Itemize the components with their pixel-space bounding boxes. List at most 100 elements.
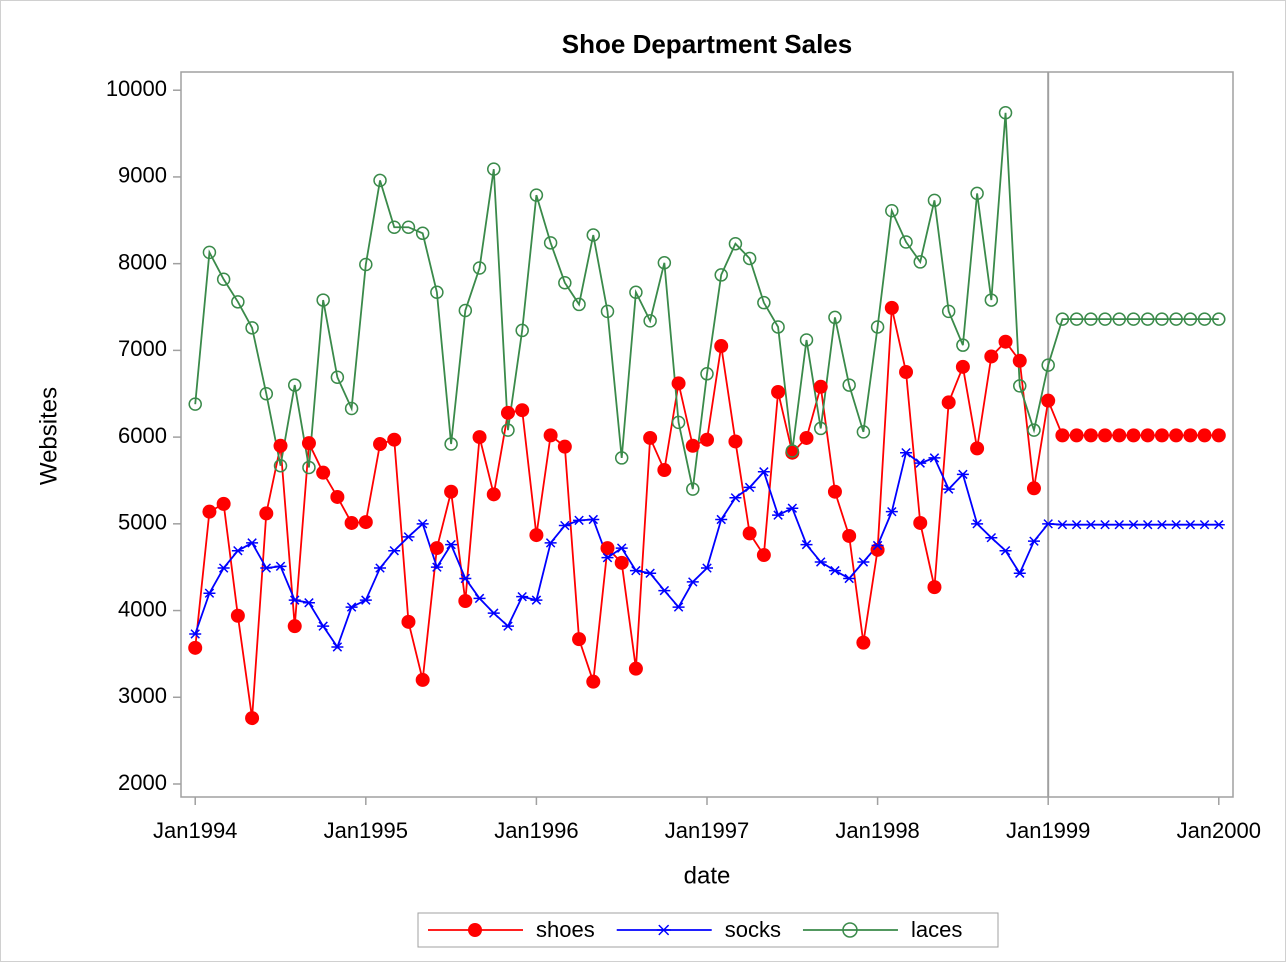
marker — [985, 532, 998, 543]
marker — [1098, 428, 1113, 443]
marker — [217, 563, 230, 573]
marker — [614, 451, 629, 465]
marker — [700, 432, 714, 447]
marker — [728, 434, 743, 449]
marker — [657, 256, 672, 270]
marker — [388, 545, 401, 556]
marker — [629, 285, 643, 300]
y-tick-label: 8000 — [118, 249, 167, 274]
marker — [970, 186, 984, 201]
marker — [487, 608, 500, 618]
marker — [771, 320, 785, 334]
marker — [856, 635, 871, 650]
marker — [473, 593, 486, 604]
marker — [1027, 536, 1040, 546]
marker — [500, 405, 515, 420]
marker — [445, 539, 458, 550]
marker — [1211, 428, 1226, 443]
marker — [402, 532, 415, 542]
marker — [913, 255, 927, 269]
marker — [468, 923, 482, 937]
marker — [188, 640, 203, 655]
marker — [444, 484, 459, 499]
x-axis-label: date — [684, 862, 731, 889]
legend-label: laces — [911, 917, 962, 942]
marker — [984, 293, 999, 307]
marker — [374, 563, 387, 573]
marker — [742, 251, 757, 266]
y-axis-label: Websites — [35, 387, 62, 485]
marker — [1026, 481, 1041, 496]
marker — [515, 323, 529, 338]
x-tick-label: Jan1999 — [1006, 818, 1090, 843]
marker — [1056, 519, 1069, 530]
y-tick-label: 4000 — [118, 596, 167, 621]
marker — [928, 453, 941, 463]
marker — [515, 403, 530, 418]
marker — [387, 432, 402, 447]
marker — [1041, 393, 1056, 408]
y-tick-label: 2000 — [118, 770, 167, 795]
marker — [1169, 312, 1183, 326]
marker — [984, 349, 999, 364]
marker — [955, 359, 970, 374]
marker — [458, 594, 473, 609]
marker — [1098, 312, 1112, 326]
marker — [700, 367, 714, 381]
chart-title: Shoe Department Sales — [562, 29, 852, 59]
marker — [273, 438, 288, 453]
marker — [302, 460, 316, 475]
marker — [1013, 568, 1026, 578]
marker — [1055, 428, 1070, 443]
marker — [231, 295, 245, 309]
marker — [870, 320, 885, 334]
marker — [828, 565, 841, 576]
y-tick-label: 5000 — [118, 510, 167, 535]
marker — [1155, 519, 1168, 530]
marker — [302, 598, 315, 608]
marker — [884, 300, 899, 315]
marker — [1126, 312, 1141, 326]
marker — [1027, 423, 1041, 437]
marker — [814, 557, 827, 567]
marker — [572, 297, 586, 312]
marker — [998, 106, 1013, 120]
marker — [203, 588, 216, 598]
legend-label: shoes — [536, 917, 595, 942]
marker — [800, 539, 813, 550]
marker — [259, 506, 274, 521]
marker — [231, 545, 244, 556]
marker — [529, 528, 544, 543]
marker — [643, 430, 658, 445]
marker — [771, 385, 786, 400]
marker — [401, 220, 416, 234]
marker — [544, 538, 557, 548]
marker — [1197, 428, 1212, 443]
marker — [415, 226, 430, 241]
series-line — [194, 112, 1219, 490]
marker — [927, 580, 942, 595]
marker — [202, 245, 217, 260]
marker — [573, 515, 586, 526]
marker — [1083, 428, 1098, 443]
marker — [941, 304, 956, 319]
marker — [345, 602, 358, 612]
marker — [530, 595, 543, 605]
marker — [913, 515, 928, 530]
marker — [1184, 519, 1197, 530]
x-tick-label: Jan1997 — [665, 818, 749, 843]
marker — [656, 924, 671, 936]
marker — [1113, 519, 1126, 530]
marker — [230, 608, 245, 623]
marker — [1012, 353, 1027, 368]
marker — [1112, 428, 1127, 443]
marker — [317, 621, 330, 631]
marker — [657, 463, 672, 478]
marker — [772, 510, 785, 520]
marker — [587, 514, 600, 525]
marker — [458, 303, 473, 318]
marker — [245, 711, 260, 726]
marker — [757, 467, 770, 477]
